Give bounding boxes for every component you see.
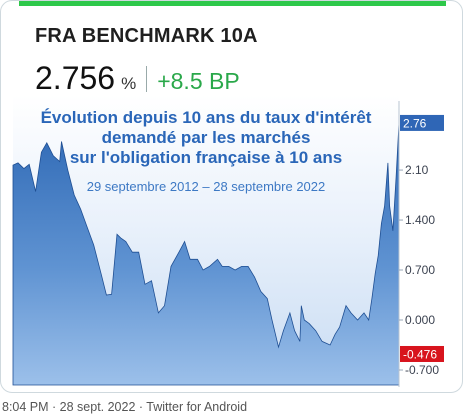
y-tick-label: 1.400 [405, 213, 435, 227]
yield-chart: Évolution depuis 10 ans du taux d'intérê… [12, 95, 444, 387]
price-value: 2.756 [35, 60, 116, 96]
svg-text:2.76: 2.76 [403, 116, 427, 130]
benchmark-title: FRA BENCHMARK 10A [35, 25, 258, 47]
tweet-timestamp[interactable]: 8:04 PM · 28 sept. 2022 · Twitter for An… [2, 400, 248, 414]
y-tick-label: -0.700 [405, 363, 439, 377]
y-tick-label: 0.700 [405, 263, 435, 277]
y-tick-label: 2.10 [405, 163, 429, 177]
y-tick-label: 0.000 [405, 313, 435, 327]
price-row: 2.756 % +8.5 BP [35, 60, 240, 97]
y-axis: 2.10 1.400 0.700 0.000 -0.700 2.76 -0.476 [398, 101, 444, 387]
tweet-media-card[interactable]: FRA BENCHMARK 10A 2.756 % +8.5 BP Évolut… [0, 0, 463, 393]
svg-text:-0.476: -0.476 [403, 347, 437, 361]
area-layer [12, 122, 400, 386]
last-value-badge: 2.76 [400, 114, 444, 131]
yield-area-series [12, 122, 400, 386]
price-unit: % [121, 74, 137, 93]
accent-bar [19, 1, 446, 6]
chart-subtitle: 29 septembre 2012 – 28 septembre 2022 [87, 179, 326, 194]
price-divider [146, 65, 148, 92]
chart-title-block: Évolution depuis 10 ans du taux d'intérê… [41, 108, 372, 194]
chart-title-line: Évolution depuis 10 ans du taux d'intérê… [41, 108, 372, 127]
chart-title-line: sur l'obligation française à 10 ans [70, 148, 342, 167]
price-change: +8.5 BP [157, 68, 240, 94]
chart-title-line: demandé par les marchés [102, 128, 311, 147]
min-value-badge: -0.476 [400, 345, 444, 362]
